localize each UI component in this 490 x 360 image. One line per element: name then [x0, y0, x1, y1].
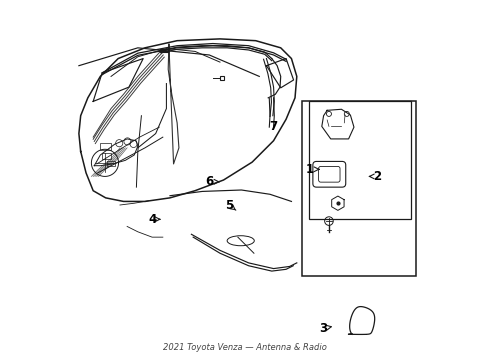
FancyBboxPatch shape: [313, 161, 346, 187]
FancyBboxPatch shape: [220, 76, 224, 80]
Text: 7: 7: [270, 120, 278, 133]
Text: 3: 3: [319, 322, 331, 335]
Text: 5: 5: [225, 198, 236, 212]
Text: 1: 1: [305, 163, 319, 176]
Ellipse shape: [227, 236, 254, 246]
Text: 2021 Toyota Venza — Antenna & Radio: 2021 Toyota Venza — Antenna & Radio: [163, 343, 327, 352]
FancyBboxPatch shape: [160, 49, 168, 53]
FancyBboxPatch shape: [302, 102, 416, 276]
Text: 2: 2: [369, 170, 381, 183]
Text: 6: 6: [205, 175, 219, 188]
FancyBboxPatch shape: [309, 102, 411, 219]
Text: 4: 4: [148, 213, 160, 226]
